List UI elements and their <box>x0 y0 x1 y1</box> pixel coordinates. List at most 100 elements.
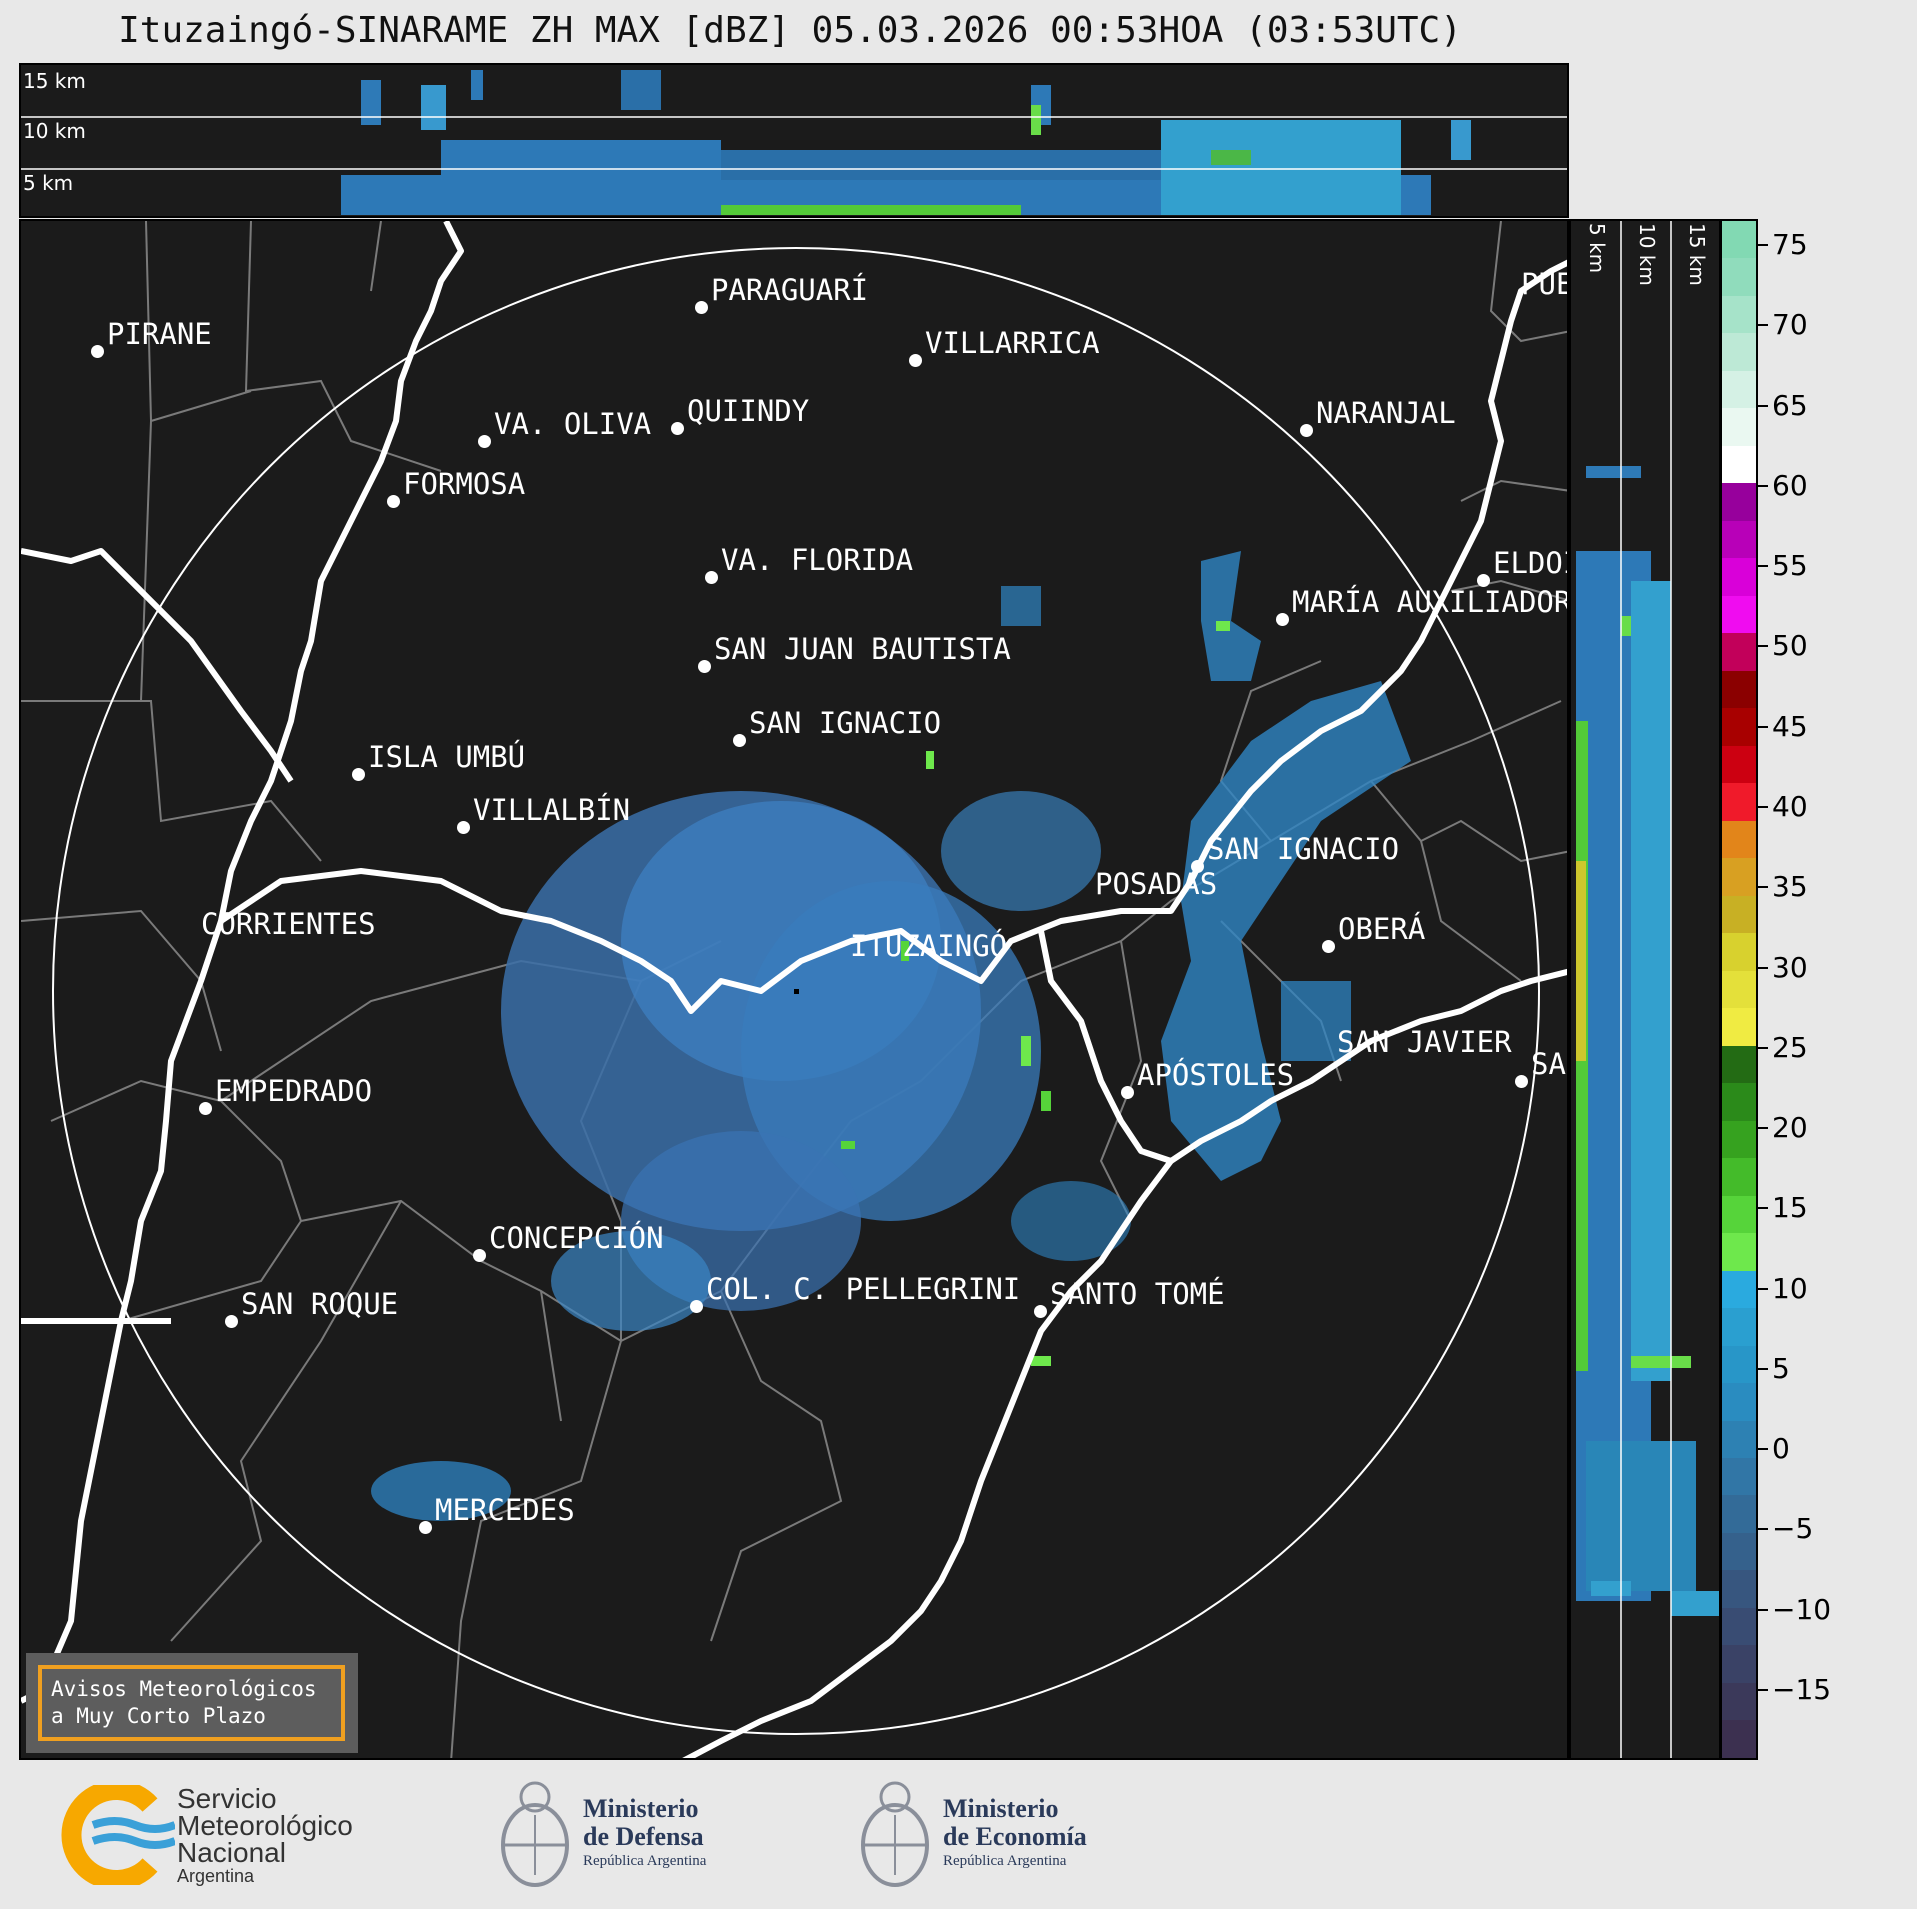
colorbar-segment <box>1722 1383 1756 1421</box>
city-dot <box>1034 1305 1047 1318</box>
city-dot <box>478 435 491 448</box>
colorbar-tick <box>1758 805 1768 808</box>
colorbar-segment <box>1722 1607 1756 1646</box>
colorbar-tick <box>1758 324 1768 327</box>
city-label: CONCEPCIÓN <box>489 1221 664 1255</box>
city-label: COL. C. PELLEGRINI <box>706 1272 1021 1306</box>
colorbar-tick-label: 65 <box>1772 388 1808 422</box>
city-label: SAN IGNACIO <box>1207 832 1400 866</box>
colorbar-tick <box>1758 1046 1768 1049</box>
colorbar-segment <box>1722 745 1756 784</box>
smn-logo-icon <box>61 1785 175 1885</box>
warning-link[interactable]: Avisos Meteorológicos a Muy Corto Plazo <box>38 1665 345 1741</box>
radar-echoes <box>371 551 1411 1521</box>
colorbar-tick <box>1758 966 1768 969</box>
city-dot <box>419 1521 432 1534</box>
city-label: MERCEDES <box>435 1493 575 1527</box>
city-label: SAN JAVIER <box>1337 1025 1512 1059</box>
top-level-label: 15 km <box>23 69 86 93</box>
colorbar-tick <box>1758 244 1768 246</box>
smn-line-3: Nacional <box>177 1837 286 1868</box>
colorbar-segment <box>1722 370 1756 409</box>
colorbar-tick <box>1758 1448 1768 1451</box>
city-dot <box>1191 860 1204 873</box>
colorbar-segment <box>1722 333 1756 371</box>
colorbar-segment <box>1722 295 1756 334</box>
city-label: FORMOSA <box>403 467 526 501</box>
colorbar-segment <box>1722 595 1756 634</box>
city-label: MARÍA AUXILIADOR <box>1292 585 1569 619</box>
city-label: VILLALBÍN <box>473 793 631 827</box>
radar-map[interactable]: PIRANE PARAGUARÍ VILLARRICA QUIINDY VA. … <box>19 219 1569 1760</box>
city-label: EMPEDRADO <box>215 1074 373 1108</box>
colorbar-segment <box>1722 970 1756 1009</box>
colorbar-segment <box>1722 708 1756 746</box>
defensa-logo: Ministerio de Defensa República Argentin… <box>495 1775 755 1895</box>
colorbar-segment <box>1722 1570 1756 1608</box>
city-label: PIRANE <box>107 317 212 351</box>
city-dot <box>698 660 711 673</box>
colorbar-segment <box>1722 783 1756 821</box>
colorbar-segment <box>1722 1495 1756 1533</box>
city-label: NARANJAL <box>1316 396 1456 430</box>
city-label: VA. FLORIDA <box>721 543 914 577</box>
colorbar-tick-label: 45 <box>1772 709 1808 743</box>
city-dot <box>1300 424 1313 437</box>
colorbar-tick <box>1758 1528 1768 1531</box>
colorbar-segment <box>1722 1345 1756 1384</box>
colorbar-segment <box>1722 1532 1756 1571</box>
colorbar <box>1720 219 1758 1760</box>
colorbar-segment <box>1722 1457 1756 1496</box>
colorbar-segment <box>1722 1120 1756 1159</box>
city-dot <box>1121 1086 1134 1099</box>
international-borders <box>21 221 1567 1758</box>
city-label: ITUZAINGÓ <box>850 929 1008 963</box>
right-level-label: 5 km <box>1585 223 1609 274</box>
colorbar-segment <box>1722 1270 1756 1309</box>
city-label: POSADAS <box>1095 867 1218 901</box>
range-ring <box>52 247 1540 1735</box>
colorbar-segment <box>1722 1045 1756 1084</box>
page-title: Ituzaingó-SINARAME ZH MAX [dBZ] 05.03.20… <box>118 10 1462 51</box>
colorbar-tick-label: −10 <box>1772 1592 1832 1626</box>
colorbar-tick <box>1758 645 1768 648</box>
defensa-line-3: República Argentina <box>583 1853 707 1869</box>
colorbar-tick <box>1758 1689 1768 1691</box>
city-label: SANTO TOMÉ <box>1050 1277 1225 1311</box>
colorbar-segment <box>1722 1008 1756 1046</box>
city-label: SAN ROQUE <box>241 1287 399 1321</box>
colorbar-tick <box>1758 404 1768 407</box>
city-label: SAN JUAN BAUTISTA <box>714 632 1011 666</box>
colorbar-segment <box>1722 895 1756 934</box>
colorbar-tick <box>1758 886 1768 889</box>
economia-line-1: Ministerio <box>943 1794 1059 1823</box>
colorbar-segment <box>1722 1645 1756 1683</box>
colorbar-segment <box>1722 258 1756 296</box>
colorbar-tick <box>1758 1207 1768 1210</box>
colorbar-tick-label: −15 <box>1772 1673 1832 1706</box>
smn-line-2: Meteorológico <box>177 1810 353 1841</box>
colorbar-segment <box>1722 1158 1756 1196</box>
right-cross-section-echoes <box>1576 221 1719 1758</box>
colorbar-tick-label: 15 <box>1772 1191 1808 1225</box>
radar-map-layers <box>21 221 1567 1758</box>
defensa-line-2: de Defensa <box>583 1822 704 1851</box>
city-dot <box>705 571 718 584</box>
colorbar-segment <box>1722 445 1756 484</box>
city-dot <box>473 1249 486 1262</box>
right-cross-section: 5 km 10 km 15 km <box>1569 219 1721 1760</box>
radar-site-marker <box>794 989 799 994</box>
colorbar-segment <box>1722 1720 1756 1758</box>
colorbar-segment <box>1722 633 1756 671</box>
colorbar-tick-label: 30 <box>1772 950 1808 984</box>
colorbar-segment <box>1722 221 1756 259</box>
colorbar-segment <box>1722 520 1756 559</box>
city-dot <box>1477 574 1490 587</box>
city-dot <box>1515 1075 1528 1088</box>
warning-link-box[interactable]: Avisos Meteorológicos a Muy Corto Plazo <box>26 1653 358 1753</box>
city-label: APÓSTOLES <box>1137 1058 1295 1092</box>
city-dot <box>199 1102 212 1115</box>
city-dot <box>909 354 922 367</box>
colorbar-tick-label: 35 <box>1772 870 1808 904</box>
colorbar-segment <box>1722 483 1756 521</box>
